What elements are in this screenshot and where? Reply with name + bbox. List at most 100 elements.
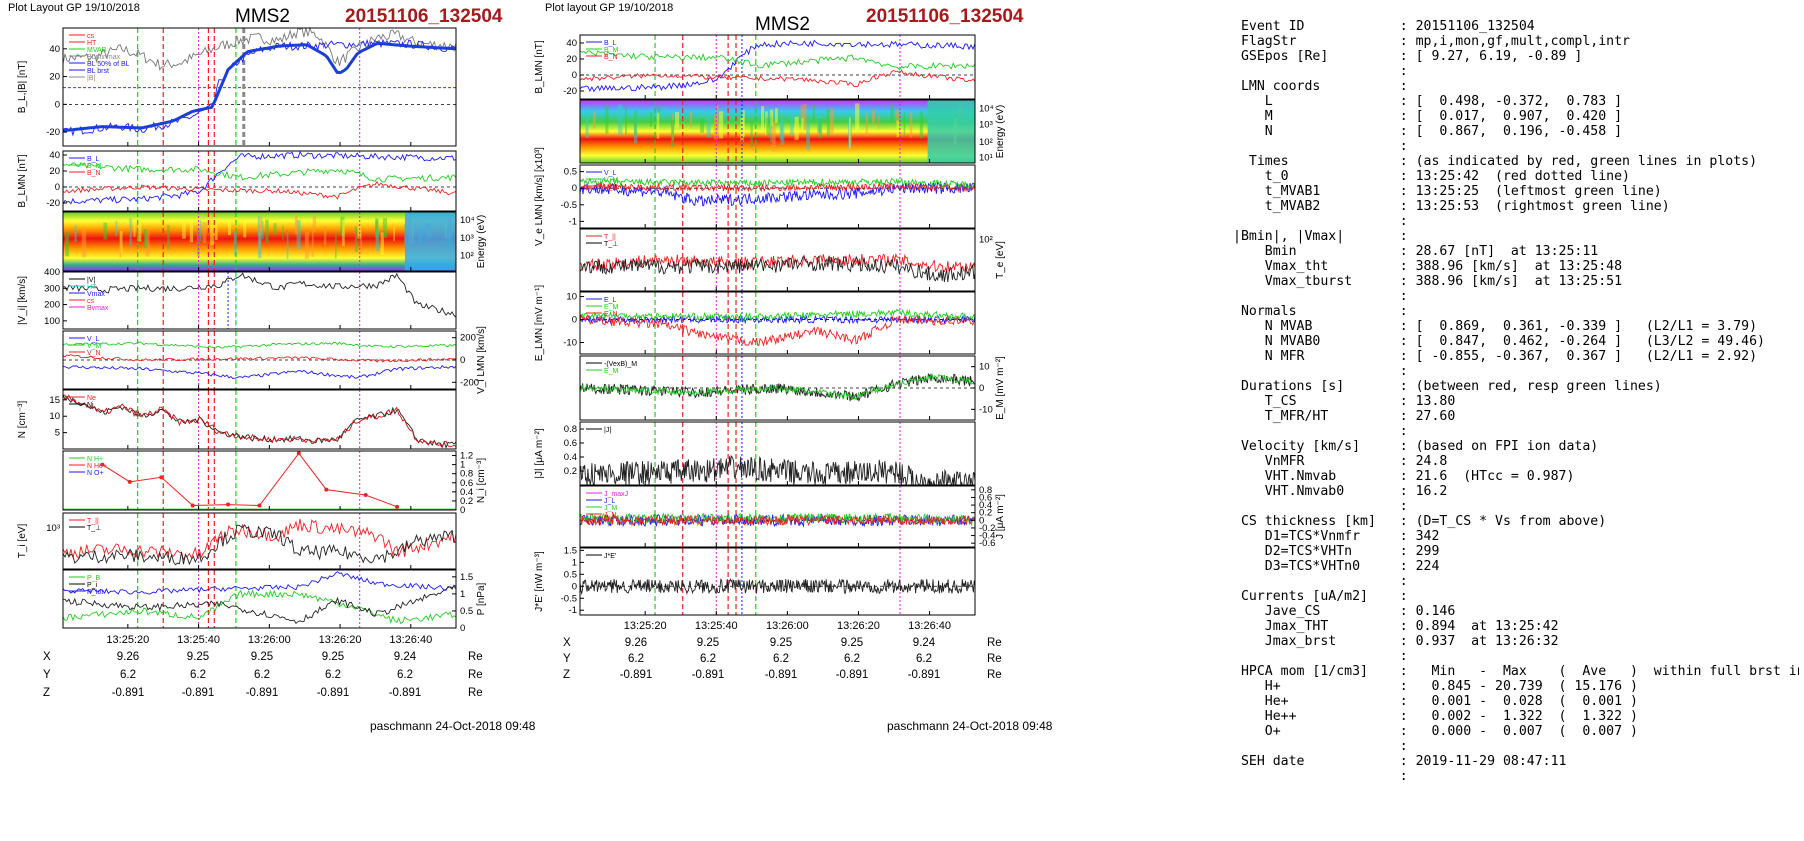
y-tick-label: 0 xyxy=(460,505,465,516)
spec-streak xyxy=(380,232,384,255)
spec-streak xyxy=(119,232,122,258)
position-unit: Re xyxy=(468,651,483,663)
trace-JE xyxy=(579,578,976,596)
spec-streak xyxy=(848,117,851,149)
left-page-header: Plot Layout GP 19/10/2018 xyxy=(8,2,140,14)
spec-streak xyxy=(182,222,186,239)
info-line: LMN coords : xyxy=(1240,79,1408,94)
position-value: -0.891 xyxy=(316,687,350,699)
spec-streak xyxy=(649,111,653,128)
spec-streak xyxy=(766,117,771,136)
time-tick-label: 13:26:40 xyxy=(389,634,432,646)
info-line: Jmax_brst : 0.937 at 13:26:32 xyxy=(1264,634,1559,649)
time-tick-label: 13:25:20 xyxy=(624,620,667,632)
spec-streak xyxy=(895,109,900,125)
panel-L3: 10⁴ 10³ 10² Energy (eV) xyxy=(62,211,487,272)
y-tick-label: 0 xyxy=(572,315,577,326)
spec-streak xyxy=(800,105,804,121)
y-axis-label: B_LMN [nT] xyxy=(17,154,28,208)
y-tick-label: 400 xyxy=(44,267,60,278)
spec-streak xyxy=(65,232,70,257)
panel-R6: -10 0 10 E_M [mV m⁻²] -(VexB)_ME_M xyxy=(579,355,1006,421)
y-tick-label: -0.5 xyxy=(561,200,577,211)
info-line: |Bmin|, |Vmax| : xyxy=(1233,229,1408,244)
info-line: VnMFR : 24.8 xyxy=(1264,454,1448,469)
spec-streak xyxy=(812,104,816,121)
info-line: : xyxy=(1399,424,1408,439)
position-row-label: Y xyxy=(563,653,571,665)
data-point xyxy=(395,504,400,509)
legend-label: BLminmax xyxy=(87,54,121,61)
legend-label: T_⊥ xyxy=(604,241,618,248)
info-line: Jmax_THT : 0.894 at 13:25:42 xyxy=(1264,619,1559,634)
trace-BL xyxy=(62,150,457,205)
info-line: Durations [s] : (between red, resp green… xyxy=(1240,379,1662,394)
y-tick-label: 10² xyxy=(979,137,993,148)
legend-label: Ni xyxy=(87,402,94,409)
panel-R8: -0.6-0.4-0.200.20.40.60.8J [μA m⁻²] J_max… xyxy=(579,485,1006,549)
spec-streak xyxy=(273,223,277,236)
y-tick-label: 15 xyxy=(49,395,60,406)
legend-label: Vmax xyxy=(87,291,105,298)
info-line: Vmax_tht : 388.96 [km/s] at 13:25:48 xyxy=(1264,259,1623,274)
spec-streak xyxy=(896,120,899,138)
position-row-label: X xyxy=(563,637,571,649)
position-value: 9.26 xyxy=(116,651,140,663)
y-axis-label: B_LMN [nT] xyxy=(534,40,545,94)
spec-streak xyxy=(259,215,263,236)
trace-Pi xyxy=(62,584,457,624)
spec-streak xyxy=(335,231,337,259)
trace-VN xyxy=(62,354,457,363)
spec-streak xyxy=(189,221,194,243)
time-tick-label: 13:25:40 xyxy=(177,634,220,646)
y-tick-label: 10² xyxy=(979,234,993,245)
spec-streak xyxy=(829,109,834,134)
spec-streak xyxy=(375,219,378,239)
y-tick-label: 0 xyxy=(572,581,577,592)
y-tick-label: 0 xyxy=(55,99,60,110)
panel-R3: -1 -0.5 0 0.5 V_e LMN [km/s] [x10³] V_LV_MV_N xyxy=(534,147,976,246)
y-tick-label: 1.5 xyxy=(564,545,577,556)
y-axis-label: P [nPa] xyxy=(476,582,487,615)
spec-region xyxy=(404,212,456,271)
spec-streak xyxy=(360,229,362,254)
info-line: He++ : 0.002 - 1.322 ( 1.322 ) xyxy=(1264,709,1638,724)
legend-label: T_|| xyxy=(87,518,99,525)
info-line: VHT.Nmvab : 21.6 (HTcc = 0.987) xyxy=(1264,469,1575,484)
info-line: T_MFR/HT : 27.60 xyxy=(1264,409,1456,424)
info-line: : xyxy=(1399,139,1408,154)
trace-Tperp xyxy=(62,524,457,566)
time-tick-label: 13:26:20 xyxy=(319,634,362,646)
y-tick-label: -20 xyxy=(46,198,60,209)
y-tick-label: 0 xyxy=(572,183,577,194)
legend-label: BL 50% of BL xyxy=(87,61,130,68)
y-axis-label: J [μA m⁻²] xyxy=(995,494,1006,539)
legend-label: B_L xyxy=(604,40,617,47)
info-line: M : [ 0.017, 0.907, 0.420 ] xyxy=(1264,109,1623,124)
position-value: 6.2 xyxy=(325,669,341,681)
position-row-label: Y xyxy=(43,669,51,681)
spec-streak xyxy=(700,119,705,133)
info-line: D3=TCS*VHTn0 : 224 xyxy=(1264,559,1440,574)
panel-frame xyxy=(579,34,976,100)
y-tick-label: 0.4 xyxy=(564,452,577,463)
spec-streak xyxy=(167,225,170,250)
right-footer: paschmann 24-Oct-2018 09:48 xyxy=(887,719,1053,733)
legend-label: B_M xyxy=(87,163,102,170)
y-tick-label: 0.5 xyxy=(460,606,473,617)
info-line: : xyxy=(1399,574,1408,589)
panel-R9: -1-0.500.511.5 J*E' [nW m⁻³] J*E' xyxy=(534,545,976,616)
y-axis-label: T_i [eV] xyxy=(17,524,28,559)
info-line: VHT.Nmvab0 : 16.2 xyxy=(1264,484,1448,499)
info-line: N MVAB0 : [ 0.847, 0.462, -0.264 ] (L3/L… xyxy=(1264,334,1765,349)
y-tick-label: 10³ xyxy=(46,523,60,534)
spec-streak xyxy=(818,118,822,139)
spec-streak xyxy=(871,109,876,124)
info-line: Jave_CS : 0.146 xyxy=(1264,604,1456,619)
info-line: : xyxy=(1399,499,1408,514)
y-axis-label: E_LMN [mV m⁻¹] xyxy=(534,285,545,362)
info-line: He+ : 0.001 - 0.028 ( 0.001 ) xyxy=(1264,694,1638,709)
position-value: 9.24 xyxy=(912,637,936,649)
position-value: 9.25 xyxy=(696,637,720,649)
